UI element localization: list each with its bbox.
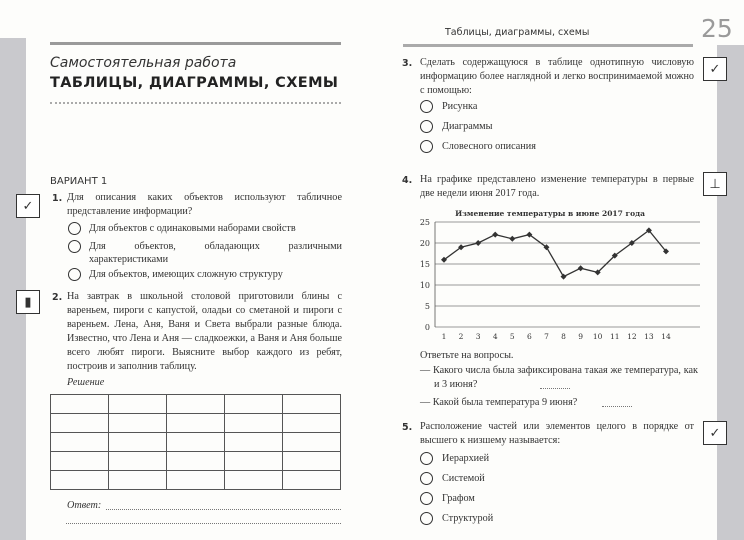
data-point <box>458 244 465 251</box>
x-tick-label: 12 <box>627 332 637 341</box>
y-tick-label: 10 <box>420 281 430 290</box>
x-tick-label: 5 <box>510 332 515 341</box>
answer-line-1[interactable] <box>106 509 341 510</box>
q5-option-2-radio[interactable] <box>420 472 433 485</box>
x-tick-label: 8 <box>561 332 566 341</box>
data-point <box>509 235 516 242</box>
book-icon: ▮ <box>16 290 40 314</box>
q1-option-3-radio[interactable] <box>68 268 81 281</box>
data-point <box>543 244 550 251</box>
y-tick-label: 25 <box>420 218 430 227</box>
q4-subquestion-1: — Какого числа была зафиксирована такая … <box>420 365 698 390</box>
q5-option-2-label: Системой <box>442 473 485 484</box>
q3-option-2-label: Диаграммы <box>442 121 493 132</box>
q5-text: Расположение частей или элементов целого… <box>420 421 694 446</box>
q3-number: 3. <box>402 58 413 69</box>
q3-text: Сделать содержащуюся в таблице однотипну… <box>420 57 694 96</box>
q1-option-2-label: Для объектов, обладающих различными хара… <box>89 241 342 265</box>
q5-option-4-radio[interactable] <box>420 512 433 525</box>
header-rule <box>403 44 693 47</box>
y-tick-label: 5 <box>425 302 430 311</box>
temperature-chart: Изменение температуры в июне 2017 года 0… <box>420 209 700 341</box>
chart-title: Изменение температуры в июне 2017 года <box>455 209 645 218</box>
data-point <box>663 248 669 255</box>
data-point <box>441 256 447 263</box>
q1-text: Для описания каких объектов используют т… <box>67 192 342 217</box>
q2-text: На завтрак в школьной столовой приготови… <box>67 291 342 372</box>
running-header: Таблицы, диаграммы, схемы <box>445 27 590 38</box>
page-edge-left <box>0 38 26 540</box>
q1-number: 1. <box>52 193 63 204</box>
x-tick-label: 7 <box>544 332 549 341</box>
x-tick-label: 13 <box>644 332 654 341</box>
x-tick-label: 14 <box>661 332 671 341</box>
q4-number: 4. <box>402 175 413 186</box>
title-divider <box>50 102 341 104</box>
thermometer-icon: ⊥ <box>703 172 727 196</box>
data-point <box>577 265 584 272</box>
test-check-icon: ✓ <box>703 421 727 445</box>
q4-prompt: Ответьте на вопросы. <box>420 350 514 361</box>
data-point <box>594 269 601 276</box>
data-point <box>475 240 482 246</box>
q1-option-1-radio[interactable] <box>68 222 81 235</box>
q5-option-3-label: Графом <box>442 493 475 504</box>
temperature-line <box>443 229 667 278</box>
data-point <box>611 252 618 259</box>
q5-option-1-radio[interactable] <box>420 452 433 465</box>
page-number: 25 <box>701 14 733 43</box>
solution-label: Решение <box>67 377 105 388</box>
q3-option-2-radio[interactable] <box>420 120 433 133</box>
q4-subquestion-2: — Какой была температура 9 июня? <box>420 397 578 408</box>
x-tick-label: 6 <box>527 332 532 341</box>
work-subtitle: Самостоятельная работа <box>50 55 237 71</box>
q3-option-3-radio[interactable] <box>420 140 433 153</box>
y-tick-label: 20 <box>420 239 430 248</box>
q4-text: На графике представлено изменение темпер… <box>420 174 694 199</box>
q3-option-1-radio[interactable] <box>420 100 433 113</box>
q3-option-1-label: Рисунка <box>442 101 478 112</box>
q1-option-1-label: Для объектов с одинаковыми наборами свой… <box>89 223 296 234</box>
y-tick-label: 0 <box>425 323 430 332</box>
data-point <box>526 231 533 238</box>
data-point <box>645 227 652 234</box>
variant-label: ВАРИАНТ 1 <box>50 176 108 187</box>
q5-option-3-radio[interactable] <box>420 492 433 505</box>
x-tick-label: 9 <box>578 332 583 341</box>
q5-number: 5. <box>402 422 413 433</box>
x-tick-label: 2 <box>459 332 464 341</box>
q3-option-3-label: Словесного описания <box>442 141 536 152</box>
x-tick-label: 1 <box>442 332 447 341</box>
x-tick-label: 4 <box>493 332 498 341</box>
q1-option-2-radio[interactable] <box>68 240 81 253</box>
y-tick-label: 15 <box>420 260 430 269</box>
q4-answer-1[interactable] <box>540 388 570 389</box>
data-point <box>628 240 635 246</box>
solution-table[interactable] <box>50 394 341 490</box>
x-tick-label: 11 <box>610 332 620 341</box>
data-point <box>560 273 567 280</box>
test-check-icon: ✓ <box>16 194 40 218</box>
x-tick-label: 3 <box>476 332 481 341</box>
q4-answer-2[interactable] <box>602 406 632 407</box>
q5-option-1-label: Иерархией <box>442 453 490 464</box>
answer-label: Ответ: <box>67 500 102 511</box>
page-title: ТАБЛИЦЫ, ДИАГРАММЫ, СХЕМЫ <box>50 75 339 91</box>
page-edge-right <box>717 45 744 540</box>
top-rule <box>50 42 341 45</box>
q5-option-4-label: Структурой <box>442 513 494 524</box>
data-point <box>492 231 499 238</box>
answer-line-2[interactable] <box>66 523 341 524</box>
q1-option-3-label: Для объектов, имеющих сложную структуру <box>89 269 283 280</box>
q2-number: 2. <box>52 292 63 303</box>
test-check-icon: ✓ <box>703 57 727 81</box>
x-tick-label: 10 <box>593 332 603 341</box>
